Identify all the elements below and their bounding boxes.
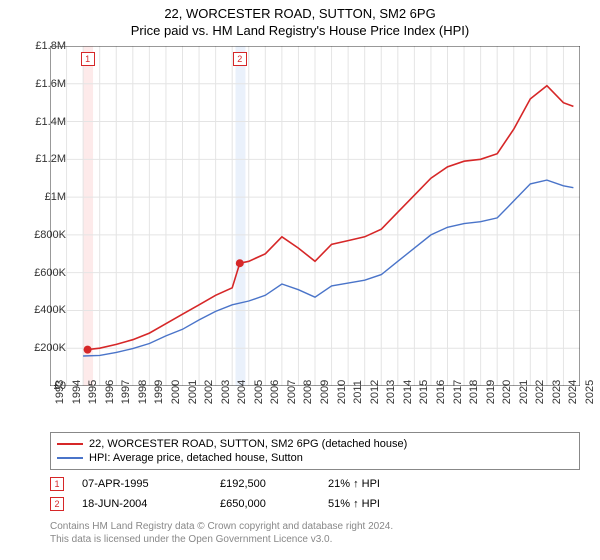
x-tick-label: 2013 [385, 380, 397, 404]
x-tick-label: 1996 [104, 380, 116, 404]
x-tick-label: 2016 [435, 380, 447, 404]
chart-area [50, 46, 580, 386]
events-table: 1 07-APR-1995 £192,500 21% ↑ HPI 2 18-JU… [50, 474, 580, 514]
x-tick-label: 2025 [584, 380, 596, 404]
legend-label-hpi: HPI: Average price, detached house, Sutt… [89, 452, 303, 464]
x-tick-label: 1999 [153, 380, 165, 404]
x-tick-label: 2014 [402, 380, 414, 404]
event-marker-1: 1 [50, 477, 64, 491]
x-tick-label: 2022 [534, 380, 546, 404]
legend-row-price-paid: 22, WORCESTER ROAD, SUTTON, SM2 6PG (det… [57, 437, 573, 451]
x-tick-label: 2010 [336, 380, 348, 404]
x-tick-label: 2017 [452, 380, 464, 404]
chart-container: 22, WORCESTER ROAD, SUTTON, SM2 6PG Pric… [0, 0, 600, 560]
x-tick-label: 2018 [468, 380, 480, 404]
x-tick-label: 2023 [551, 380, 563, 404]
chart-subtitle: Price paid vs. HM Land Registry's House … [0, 23, 600, 42]
x-tick-label: 2021 [518, 380, 530, 404]
plot-svg [50, 46, 580, 386]
event-delta-1: 21% ↑ HPI [328, 478, 438, 490]
event-marker-2: 2 [50, 497, 64, 511]
event-date-1: 07-APR-1995 [82, 478, 202, 490]
legend-label-price-paid: 22, WORCESTER ROAD, SUTTON, SM2 6PG (det… [89, 438, 407, 450]
legend-swatch-price-paid [57, 443, 83, 445]
y-tick-label: £1.8M [35, 40, 66, 52]
x-tick-label: 2008 [302, 380, 314, 404]
x-tick-label: 2011 [352, 380, 364, 404]
y-tick-label: £1.2M [35, 153, 66, 165]
chart-title: 22, WORCESTER ROAD, SUTTON, SM2 6PG [0, 0, 600, 23]
y-tick-label: £1.6M [35, 78, 66, 90]
y-tick-label: £1.4M [35, 116, 66, 128]
sale-marker-2: 2 [233, 52, 247, 66]
x-tick-label: 2004 [236, 380, 248, 404]
y-tick-label: £800K [34, 229, 66, 241]
x-tick-label: 2001 [187, 380, 199, 404]
x-tick-label: 2005 [253, 380, 265, 404]
x-tick-label: 2007 [286, 380, 298, 404]
x-tick-label: 2019 [485, 380, 497, 404]
x-tick-label: 1993 [54, 380, 66, 404]
event-delta-2: 51% ↑ HPI [328, 498, 438, 510]
x-tick-label: 1994 [71, 380, 83, 404]
y-tick-label: £600K [34, 267, 66, 279]
y-tick-label: £200K [34, 342, 66, 354]
x-tick-label: 2012 [369, 380, 381, 404]
x-tick-label: 2020 [501, 380, 513, 404]
event-row-2: 2 18-JUN-2004 £650,000 51% ↑ HPI [50, 494, 580, 514]
event-price-2: £650,000 [220, 498, 310, 510]
event-row-1: 1 07-APR-1995 £192,500 21% ↑ HPI [50, 474, 580, 494]
x-tick-label: 2002 [203, 380, 215, 404]
sale-marker-1: 1 [81, 52, 95, 66]
legend-row-hpi: HPI: Average price, detached house, Sutt… [57, 451, 573, 465]
footer-line-2: This data is licensed under the Open Gov… [50, 533, 580, 546]
x-tick-label: 2009 [319, 380, 331, 404]
x-tick-label: 2003 [220, 380, 232, 404]
x-tick-label: 1998 [137, 380, 149, 404]
x-tick-label: 2000 [170, 380, 182, 404]
x-tick-label: 2006 [269, 380, 281, 404]
x-tick-label: 1997 [120, 380, 132, 404]
x-tick-label: 1995 [87, 380, 99, 404]
footer-line-1: Contains HM Land Registry data © Crown c… [50, 520, 580, 533]
event-price-1: £192,500 [220, 478, 310, 490]
y-tick-label: £400K [34, 304, 66, 316]
footer: Contains HM Land Registry data © Crown c… [50, 520, 580, 546]
legend-swatch-hpi [57, 457, 83, 459]
legend: 22, WORCESTER ROAD, SUTTON, SM2 6PG (det… [50, 432, 580, 470]
event-date-2: 18-JUN-2004 [82, 498, 202, 510]
x-tick-label: 2024 [567, 380, 579, 404]
x-tick-label: 2015 [418, 380, 430, 404]
y-tick-label: £1M [45, 191, 66, 203]
